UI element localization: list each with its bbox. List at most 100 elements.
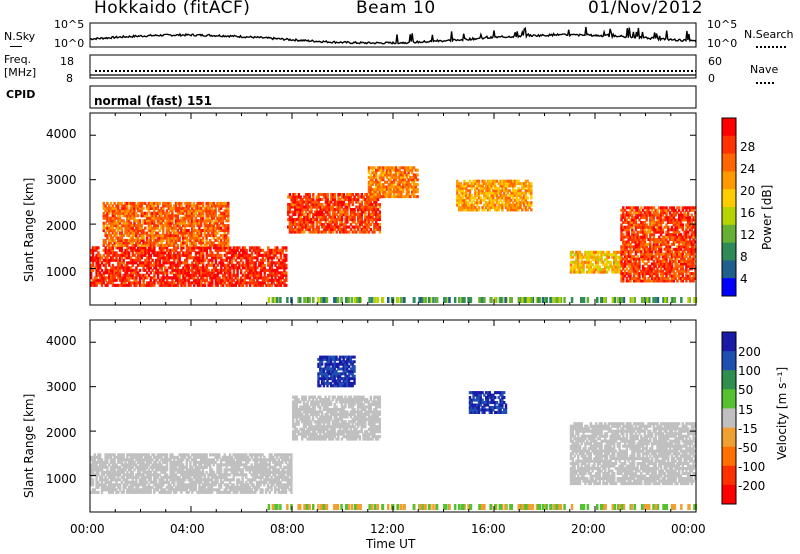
power-cell <box>629 272 632 276</box>
power-cell <box>129 216 133 220</box>
power-cell <box>149 201 152 205</box>
power-cell <box>650 277 654 280</box>
power-cell <box>515 179 518 183</box>
power-cell <box>299 210 302 214</box>
power-cell <box>317 225 320 229</box>
power-cell <box>109 281 113 285</box>
power-cell <box>672 230 675 234</box>
power-cell <box>524 189 528 193</box>
power-cell <box>178 206 181 210</box>
power-cell <box>643 235 647 239</box>
power-cell <box>162 276 165 280</box>
power-cell <box>169 276 172 280</box>
power-cell <box>104 241 107 245</box>
power-cell <box>212 273 216 277</box>
power-cell <box>176 271 180 275</box>
power-cell <box>687 252 690 256</box>
power-cell <box>174 238 178 242</box>
power-cell <box>331 228 335 232</box>
power-cell <box>389 185 392 189</box>
power-cell <box>196 246 199 250</box>
power-cell <box>665 213 668 217</box>
power-cell <box>658 216 661 220</box>
power-cell <box>513 191 517 195</box>
power-cell <box>578 265 582 269</box>
power-cell <box>313 200 317 204</box>
power-cell <box>138 276 142 280</box>
power-cell <box>126 248 129 252</box>
power-cell <box>171 263 174 267</box>
power-cell <box>595 263 598 267</box>
power-cell <box>382 175 385 179</box>
power-cell <box>465 203 468 207</box>
power-cell <box>344 198 347 202</box>
power-cell <box>333 218 337 222</box>
power-cell <box>600 250 603 254</box>
power-cell <box>151 211 154 215</box>
power-cell <box>623 225 627 229</box>
power-cell <box>212 271 216 275</box>
power-cell <box>254 271 257 275</box>
power-cell <box>306 203 310 207</box>
power-cell <box>118 234 122 238</box>
power-cell <box>230 256 234 260</box>
power-cell <box>145 234 149 238</box>
power-cell <box>661 262 665 266</box>
power-cell <box>185 243 188 247</box>
power-cell <box>694 235 697 239</box>
power-cell <box>398 168 401 172</box>
power-cell <box>683 255 686 259</box>
power-cell <box>641 277 645 280</box>
power-cell <box>267 256 270 260</box>
power-cell <box>328 215 331 219</box>
power-cell <box>209 273 212 277</box>
power-cell <box>517 203 520 207</box>
power-cell <box>593 250 596 254</box>
power-cell <box>182 246 185 250</box>
power-cell <box>252 246 255 250</box>
power-cell <box>678 216 681 220</box>
power-cell <box>456 189 459 193</box>
power-cell <box>344 208 347 212</box>
power-cell <box>667 262 670 266</box>
power-cell <box>393 187 396 191</box>
power-cell <box>625 255 629 259</box>
power-cell <box>281 273 284 277</box>
power-cell <box>622 238 625 241</box>
power-cell <box>178 261 181 265</box>
power-cell <box>308 205 311 209</box>
power-cell <box>369 175 372 179</box>
power-cell <box>627 262 630 266</box>
power-cell <box>357 215 360 219</box>
power-cell <box>371 187 374 191</box>
power-cell <box>120 276 124 280</box>
power-cell <box>670 228 674 232</box>
power-cell <box>245 251 248 255</box>
power-cell <box>668 262 672 266</box>
power-cell <box>616 268 619 272</box>
power-cell <box>407 166 410 170</box>
power-cell <box>631 225 634 229</box>
power-cell <box>366 200 369 204</box>
power-cell <box>694 269 697 273</box>
power-cell <box>631 223 634 227</box>
power-cell <box>656 262 659 266</box>
power-cell <box>636 216 639 220</box>
power-cell <box>411 192 414 196</box>
power-cell <box>214 266 218 270</box>
power-cell <box>499 206 502 209</box>
power-cell <box>665 277 668 280</box>
power-cell <box>641 267 645 271</box>
power-cell <box>315 230 319 234</box>
power-cell <box>223 209 226 213</box>
power-cell <box>162 256 165 260</box>
power-cell <box>654 228 657 232</box>
power-cell <box>102 243 105 247</box>
power-cell <box>144 276 147 280</box>
power-cell <box>679 255 683 259</box>
power-cell <box>127 211 131 215</box>
power-cell <box>171 216 174 220</box>
power-cell <box>517 191 520 195</box>
power-cell <box>102 229 105 233</box>
power-cell <box>641 264 645 268</box>
